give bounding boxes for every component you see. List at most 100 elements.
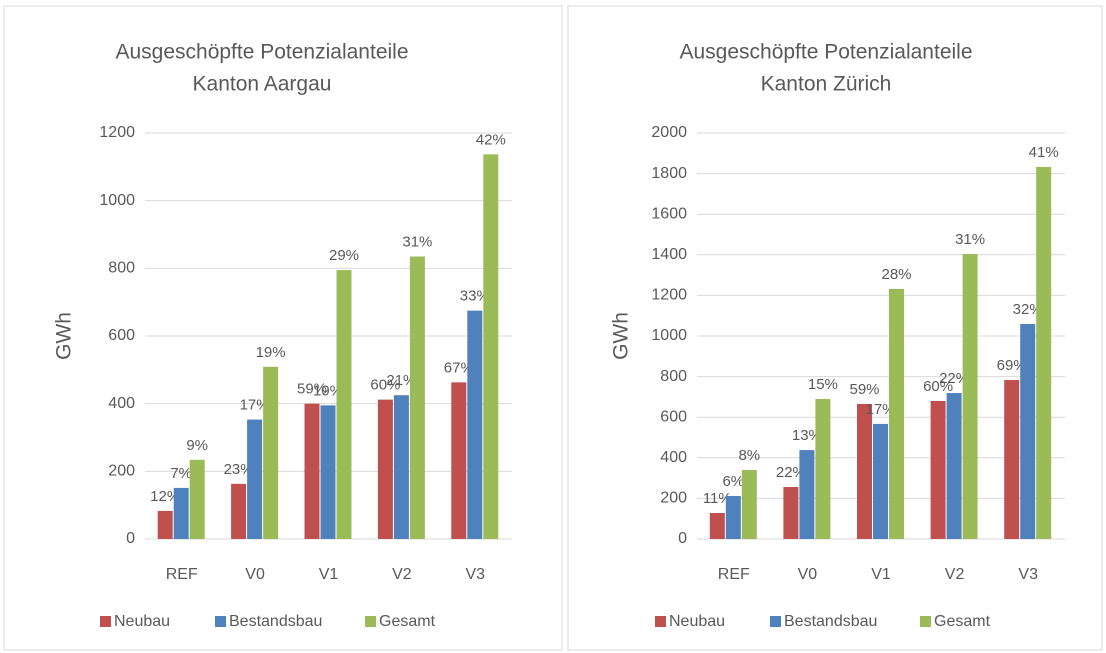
data-label: 42% — [476, 131, 506, 148]
y-tick-label: 1200 — [651, 287, 687, 304]
bar — [263, 366, 279, 539]
x-tick-label: V1 — [319, 566, 339, 583]
bar — [709, 513, 725, 539]
data-label: 6% — [722, 473, 744, 490]
y-tick-label: 1800 — [651, 165, 687, 182]
data-label: 19% — [256, 344, 286, 361]
panel-border — [567, 5, 1103, 651]
bar — [377, 399, 393, 539]
data-label: 22% — [939, 370, 969, 387]
bar — [409, 256, 425, 539]
bar — [336, 270, 352, 539]
y-tick-label: 200 — [108, 463, 135, 480]
x-tick-label: V2 — [945, 566, 965, 583]
legend-swatch — [100, 616, 111, 627]
data-label: 9% — [186, 437, 208, 454]
legend-label: Bestandsbau — [784, 613, 877, 630]
bar — [1020, 324, 1036, 539]
data-label: 60% — [370, 377, 400, 394]
data-label: 59% — [297, 381, 327, 398]
y-tick-label: 1400 — [651, 246, 687, 263]
bar — [320, 405, 336, 539]
data-label: 31% — [402, 233, 432, 250]
data-label: 19% — [313, 382, 343, 399]
y-tick-label: 0 — [126, 530, 135, 547]
bar — [873, 423, 888, 539]
bar — [247, 419, 263, 539]
data-label: 12% — [150, 488, 180, 505]
bar — [930, 400, 946, 539]
legend-swatch — [215, 616, 226, 627]
y-axis-label: GWh — [610, 312, 633, 360]
x-tick-label: V1 — [871, 566, 891, 583]
data-label: 17% — [240, 397, 270, 414]
data-label: 7% — [170, 465, 192, 482]
data-label: 22% — [776, 464, 806, 481]
bar — [451, 382, 467, 539]
x-tick-label: V0 — [245, 566, 265, 583]
bar — [157, 510, 173, 539]
data-label: 67% — [444, 359, 474, 376]
data-label: 31% — [955, 231, 985, 248]
bar — [946, 393, 962, 539]
bar — [741, 469, 757, 539]
x-tick-label: V0 — [798, 566, 818, 583]
legend-swatch — [920, 616, 931, 627]
chart-title: Ausgeschöpfte Potenzialanteile — [115, 41, 408, 64]
y-axis-label: GWh — [53, 312, 76, 360]
bar — [1036, 166, 1052, 539]
bar — [304, 403, 320, 539]
y-tick-label: 1200 — [99, 124, 135, 141]
bar — [483, 154, 499, 539]
x-tick-label: V3 — [466, 566, 486, 583]
data-label: 8% — [738, 447, 760, 464]
y-tick-label: 800 — [660, 368, 687, 385]
chart-title: Kanton Aargau — [193, 73, 332, 96]
y-tick-label: 2000 — [651, 124, 687, 141]
data-label: 23% — [224, 461, 254, 478]
data-label: 21% — [386, 372, 416, 389]
bar — [393, 395, 409, 539]
bar — [231, 483, 247, 539]
y-tick-label: 1000 — [99, 192, 135, 209]
y-tick-label: 200 — [660, 490, 687, 507]
legend-label: Bestandsbau — [229, 613, 322, 630]
y-tick-label: 800 — [108, 260, 135, 277]
bar — [962, 253, 978, 539]
bar — [815, 398, 831, 539]
bar — [799, 450, 815, 539]
data-label: 15% — [808, 376, 838, 393]
bar — [725, 495, 741, 539]
legend-label: Gesamt — [379, 613, 436, 630]
x-tick-label: V3 — [1018, 566, 1038, 583]
data-label: 59% — [849, 381, 879, 398]
legend-swatch — [365, 616, 376, 627]
bar — [467, 310, 483, 539]
legend-label: Neubau — [114, 613, 170, 630]
y-tick-label: 1600 — [651, 205, 687, 222]
panel-border — [3, 5, 563, 651]
data-label: 69% — [997, 357, 1027, 374]
bar — [173, 487, 189, 539]
y-tick-label: 400 — [660, 449, 687, 466]
legend-label: Gesamt — [934, 613, 991, 630]
y-tick-label: 600 — [108, 327, 135, 344]
y-tick-label: 400 — [108, 395, 135, 412]
data-label: 32% — [1013, 301, 1043, 318]
y-tick-label: 0 — [678, 530, 687, 547]
data-label: 41% — [1029, 144, 1059, 161]
bar — [857, 404, 872, 539]
bar — [889, 288, 904, 539]
data-label: 29% — [329, 247, 359, 264]
data-label: 60% — [923, 378, 953, 395]
chart-title: Ausgeschöpfte Potenzialanteile — [679, 41, 972, 64]
data-label: 11% — [703, 490, 732, 507]
x-tick-label: REF — [718, 566, 750, 583]
chart-title: Kanton Zürich — [761, 73, 892, 96]
y-tick-label: 600 — [660, 408, 687, 425]
bar — [1004, 380, 1020, 539]
x-tick-label: REF — [166, 566, 198, 583]
data-label: 33% — [460, 288, 490, 305]
data-label: 17% — [865, 401, 895, 418]
